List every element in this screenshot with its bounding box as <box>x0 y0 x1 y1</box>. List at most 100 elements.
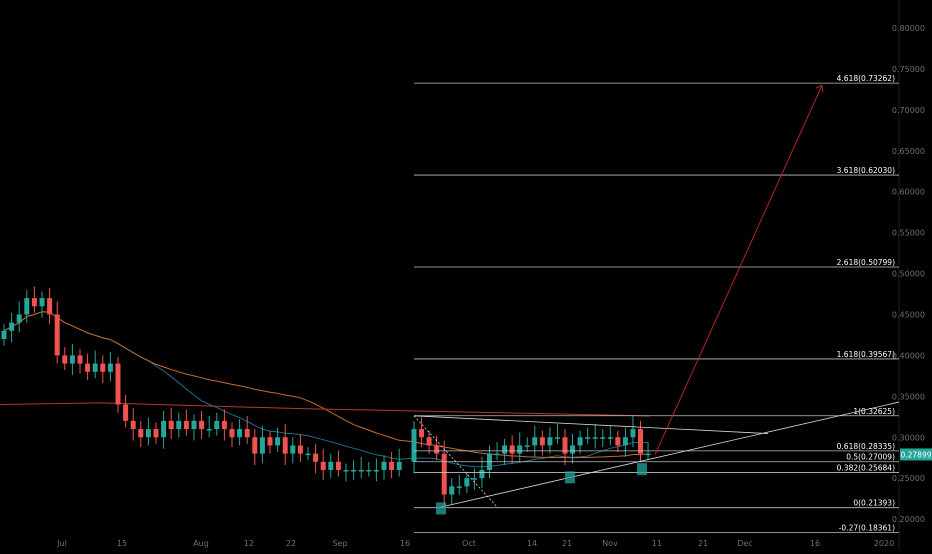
candle-body <box>138 429 144 438</box>
candle-body <box>77 355 83 364</box>
candle-body <box>381 461 387 470</box>
candle-body <box>502 445 508 454</box>
candle-body <box>275 437 281 446</box>
fib-level-label: 2.618(0.50799) <box>837 258 895 267</box>
candle-body <box>547 437 553 446</box>
support-trendline <box>437 401 900 509</box>
candle-body <box>343 469 349 472</box>
candle-body <box>434 445 440 454</box>
time-tick-label: 2020 <box>874 539 894 548</box>
candle-body <box>366 469 372 472</box>
candle-body <box>54 314 60 356</box>
candle-body <box>214 420 220 430</box>
candle-body <box>524 445 530 447</box>
fib-level-label: 0.382(0.25684) <box>837 464 895 473</box>
candle-body <box>411 429 417 462</box>
candle-body <box>585 437 591 439</box>
candle-body <box>494 453 500 456</box>
candle-body <box>130 420 136 430</box>
time-tick-label: 15 <box>117 539 127 548</box>
fib-level-label: 0.618(0.28335) <box>837 442 895 451</box>
price-tick-label: 0.40000 <box>892 351 925 360</box>
candle-body <box>630 429 636 438</box>
candle-body <box>645 453 651 456</box>
candle-body <box>577 437 583 446</box>
candle-body <box>199 420 205 430</box>
candle-body <box>313 453 319 462</box>
current-price-label: 0.27899 <box>900 450 931 459</box>
candle-body <box>252 437 258 454</box>
candle-body <box>358 469 364 472</box>
candle-body <box>607 437 613 439</box>
candle-body <box>441 453 447 495</box>
price-tick-label: 0.80000 <box>892 24 925 33</box>
candle-body <box>419 429 425 438</box>
time-tick-label: 21 <box>562 539 572 548</box>
resistance-trendline <box>413 415 769 434</box>
price-tick-label: 0.45000 <box>892 310 925 319</box>
time-tick-label: Oct <box>462 539 476 548</box>
candle-body <box>39 298 45 307</box>
candle-body <box>206 429 212 431</box>
candle-body <box>464 478 470 487</box>
candle-body <box>191 420 197 430</box>
candle-body <box>320 461 326 470</box>
candle-body <box>426 437 432 446</box>
price-tick-label: 0.20000 <box>892 515 925 524</box>
candle-body <box>592 437 598 439</box>
candle-body <box>85 363 91 372</box>
fib-level-label: 3.618(0.62030) <box>837 166 895 175</box>
fib-level-label: 1(0.32625) <box>853 407 895 416</box>
candle-body <box>1 330 7 340</box>
candle-body <box>161 420 167 438</box>
candle-body <box>479 469 485 479</box>
candle-body <box>145 429 151 438</box>
candle-body <box>290 445 296 454</box>
time-tick-label: 16 <box>810 539 820 548</box>
candle-body <box>456 486 462 488</box>
candle-body <box>615 437 621 446</box>
candle-body <box>100 363 106 372</box>
time-tick-label: Aug <box>193 539 209 548</box>
time-tick-label: 22 <box>286 539 296 548</box>
candle-body <box>9 322 15 331</box>
candle-body <box>517 445 523 454</box>
candle-body <box>622 437 628 446</box>
candle-body <box>554 437 560 439</box>
candle-body <box>24 298 30 315</box>
candle-body <box>282 437 288 454</box>
time-tick-label: 21 <box>698 539 708 548</box>
candle-body <box>562 437 568 454</box>
candle-body <box>389 461 395 470</box>
candle-body <box>509 445 515 454</box>
candle-body <box>123 404 129 421</box>
candle-body <box>183 420 189 430</box>
candle-body <box>16 314 22 323</box>
fib-level-label: 1.618(0.39567) <box>837 350 895 359</box>
candle-body <box>351 469 357 472</box>
fib-level-label: 4.618(0.73262) <box>837 74 895 83</box>
candle-body <box>335 461 341 470</box>
candle-body <box>449 486 455 495</box>
low-marker <box>565 471 575 484</box>
candle-body <box>328 461 334 470</box>
time-tick-label: 14 <box>527 539 537 548</box>
current-price-badge <box>900 448 932 461</box>
candle-body <box>471 478 477 480</box>
price-tick-label: 0.35000 <box>892 392 925 401</box>
fib-level-label: 0(0.21393) <box>853 499 895 508</box>
candle-body <box>221 420 227 430</box>
price-tick-label: 0.50000 <box>892 270 925 279</box>
projection-arrowhead <box>815 84 824 93</box>
candle-body <box>115 363 121 405</box>
candle-body <box>532 437 538 446</box>
candle-body <box>267 437 273 446</box>
candle-body <box>168 420 174 430</box>
candle-body <box>62 355 68 364</box>
low-marker <box>436 502 446 515</box>
candle-body <box>153 429 159 438</box>
time-tick-label: Sep <box>332 539 347 548</box>
candle-body <box>259 437 265 454</box>
